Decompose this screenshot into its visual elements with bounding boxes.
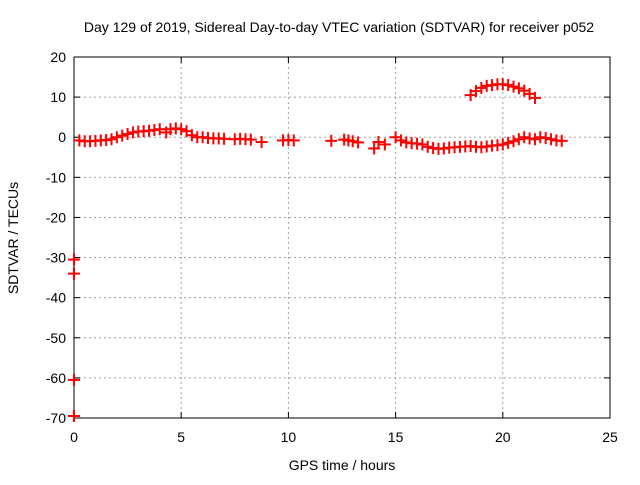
data-point	[121, 128, 134, 141]
data-point	[244, 133, 257, 146]
data-point	[394, 134, 407, 147]
data-point	[346, 135, 359, 148]
x-tick-label: 0	[70, 429, 78, 445]
y-tick-label: 20	[50, 49, 66, 65]
y-tick-label: 0	[58, 129, 66, 145]
data-point	[528, 133, 541, 146]
data-point	[518, 131, 531, 144]
data-point	[110, 131, 123, 144]
data-point	[545, 133, 558, 146]
data-point	[68, 373, 80, 386]
chart-title: Day 129 of 2019, Sidereal Day-to-day VTE…	[84, 19, 594, 35]
x-axis-label: GPS time / hours	[289, 457, 396, 473]
y-tick-label: -10	[46, 169, 66, 185]
data-point	[116, 129, 129, 142]
y-tick-label: -40	[46, 290, 66, 306]
axis-ticks	[73, 56, 611, 419]
grid	[74, 57, 610, 418]
data-point	[475, 81, 488, 94]
data-point	[421, 140, 434, 153]
data-point	[528, 91, 541, 104]
data-point	[185, 129, 198, 142]
data-point	[555, 134, 568, 147]
data-point	[68, 267, 80, 280]
x-tick-label: 10	[281, 429, 297, 445]
data-point	[512, 133, 525, 146]
data-point	[105, 133, 118, 146]
y-tick-label: -60	[46, 370, 66, 386]
data-point	[502, 136, 515, 149]
data-point	[512, 82, 525, 95]
data-point	[352, 136, 365, 149]
y-tick-label: -20	[46, 209, 66, 225]
data-point	[539, 132, 552, 145]
y-tick-label: -50	[46, 330, 66, 346]
data-point	[325, 134, 338, 147]
data-point	[287, 134, 300, 147]
data-point	[175, 123, 188, 136]
plot-frame	[73, 56, 611, 419]
data-point	[255, 136, 268, 149]
data-point	[507, 80, 520, 93]
tick-labels: 0 5 10 15 20 25 20 10 0 -10 -20 -30 -40 -50 -60 -70	[46, 49, 618, 445]
x-tick-label: 15	[388, 429, 404, 445]
y-axis-label: SDTVAR / TECUs	[5, 182, 21, 294]
data-point	[496, 138, 509, 151]
data-point	[368, 142, 381, 155]
data-point	[218, 132, 231, 145]
data-point	[502, 79, 515, 92]
x-tick-label: 20	[495, 429, 511, 445]
x-tick-label: 25	[602, 429, 618, 445]
data-point	[378, 138, 391, 151]
y-tick-label: -70	[46, 410, 66, 426]
data-point	[68, 409, 80, 422]
y-tick-label: 10	[50, 89, 66, 105]
data-points	[68, 78, 568, 422]
x-tick-label: 5	[177, 429, 185, 445]
data-point	[416, 138, 429, 151]
data-point	[507, 135, 520, 148]
data-point	[68, 253, 80, 266]
data-point	[372, 136, 385, 149]
data-point	[153, 123, 166, 136]
y-tick-label: -30	[46, 250, 66, 266]
